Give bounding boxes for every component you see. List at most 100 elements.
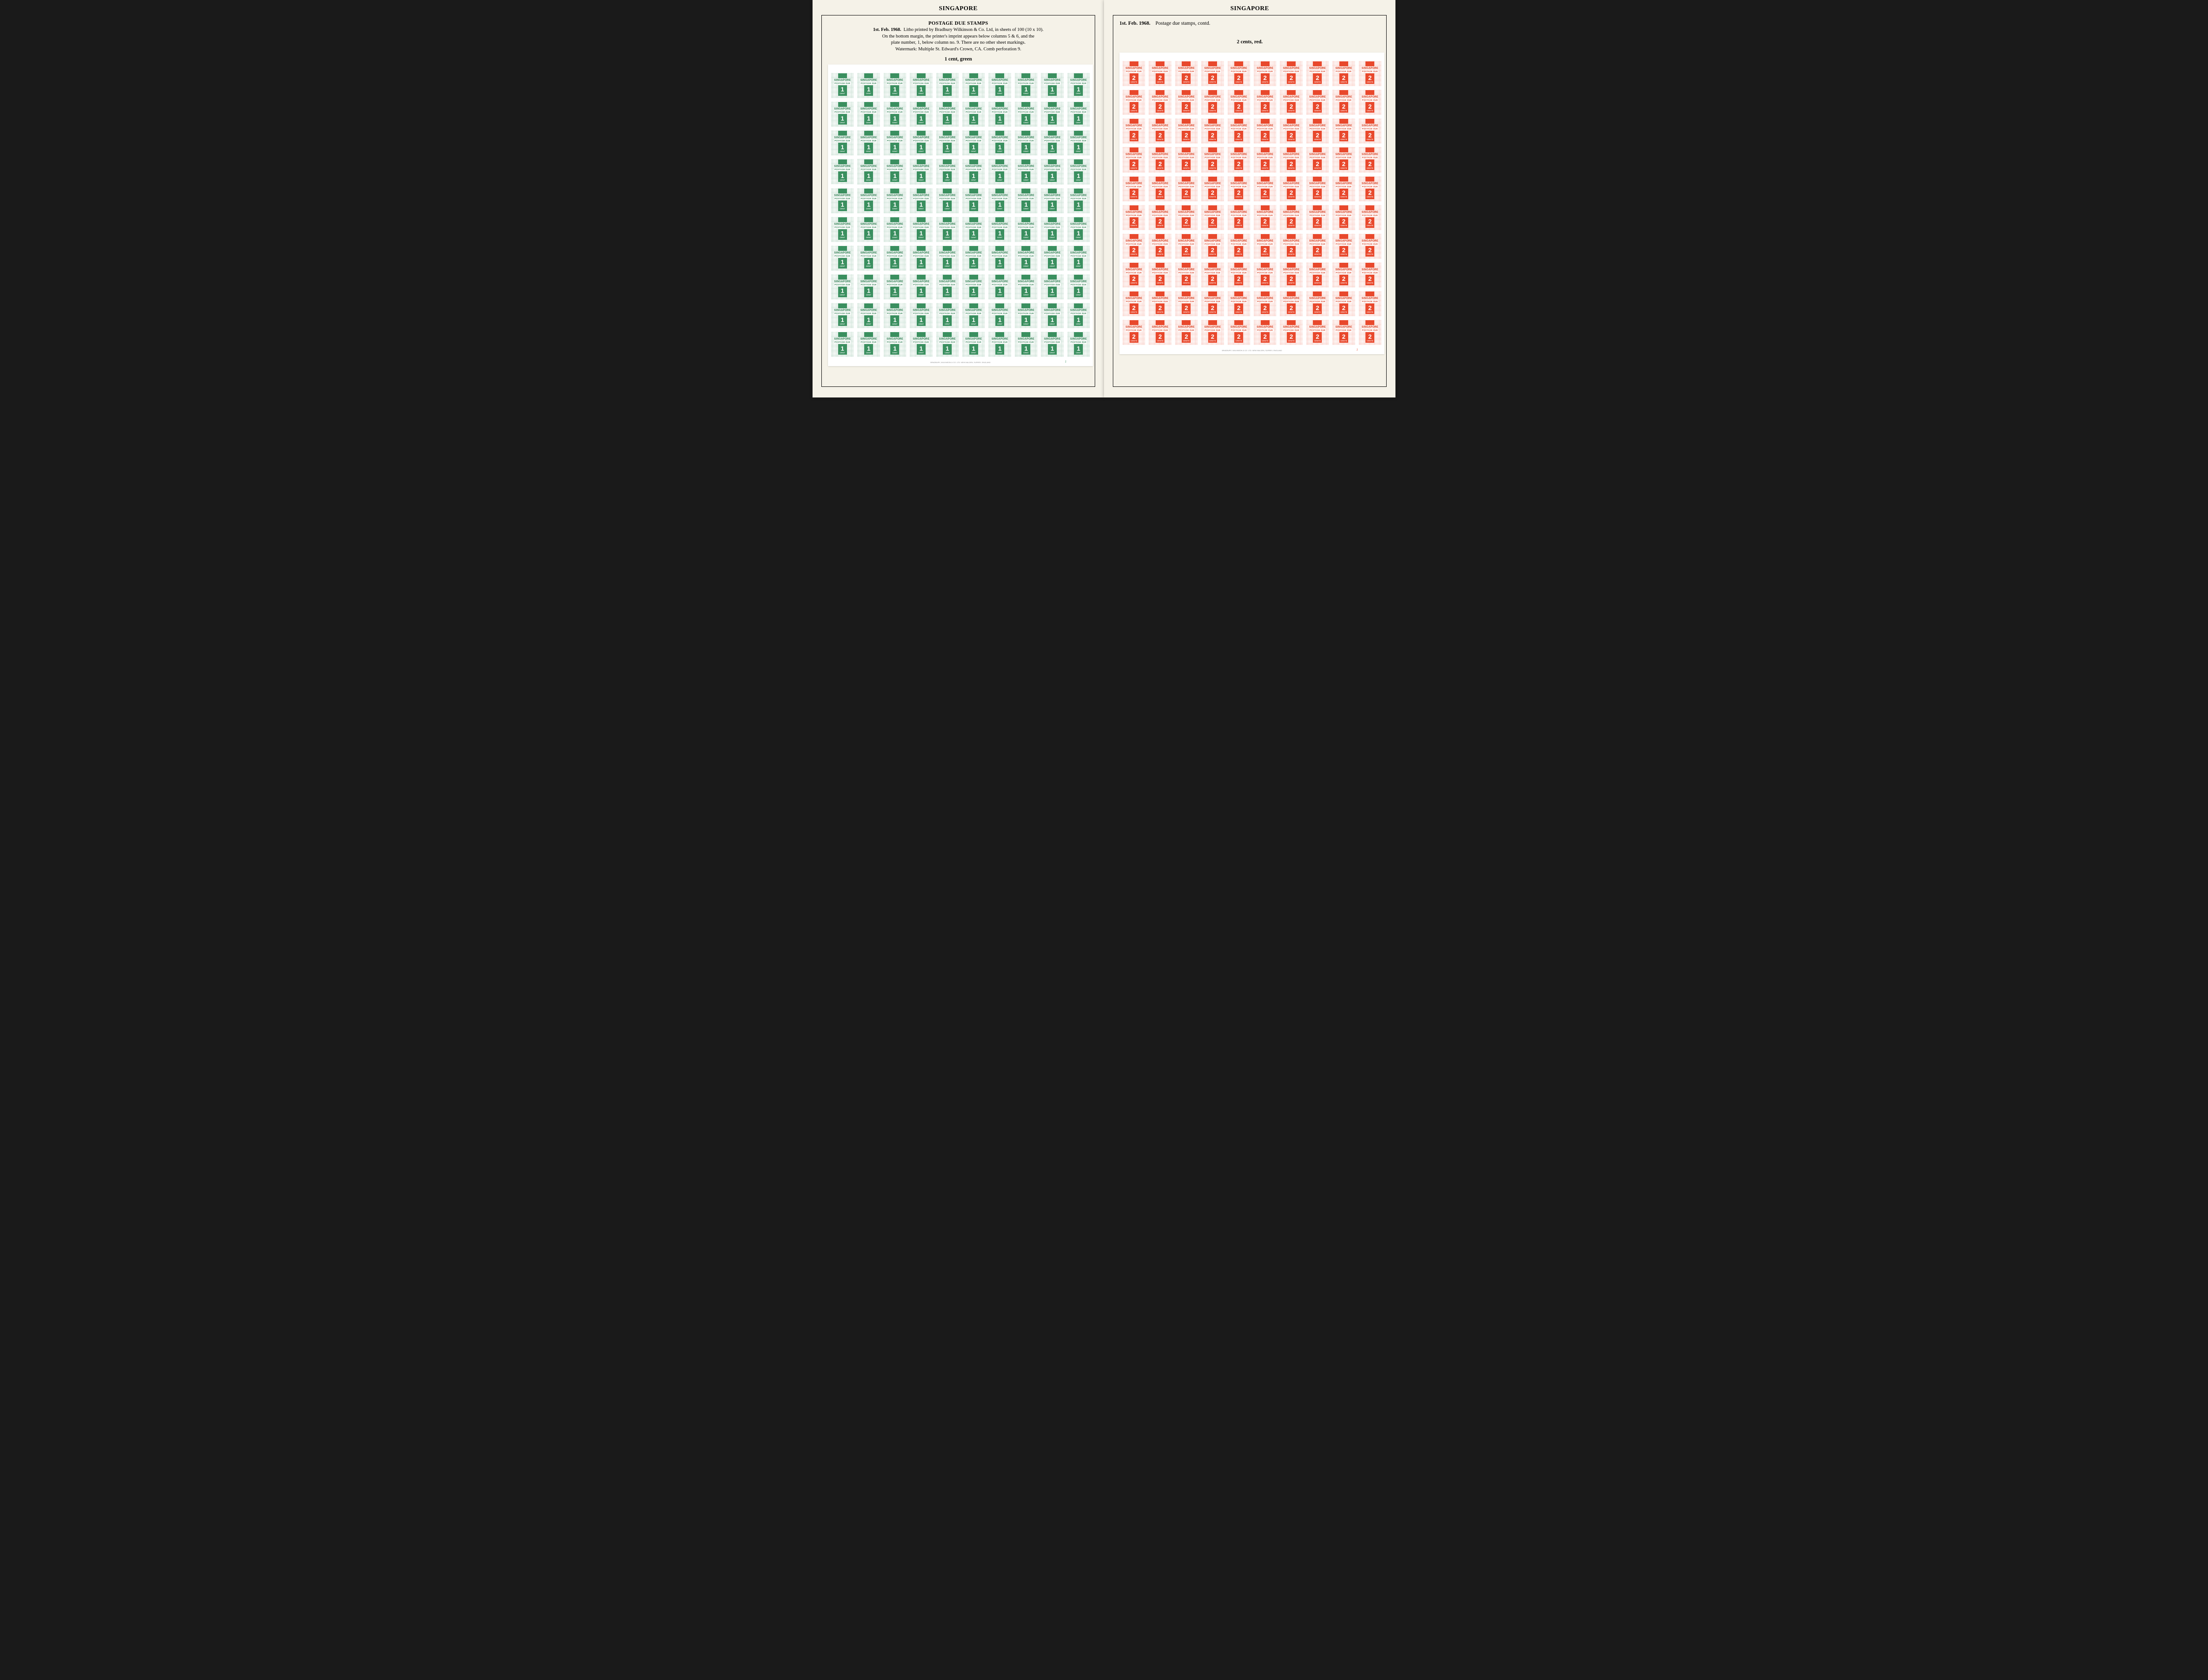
stamp-top-square	[1208, 119, 1217, 124]
stamp-country: SINGAPORE	[913, 165, 930, 168]
stamp-unit: CENT	[1023, 179, 1028, 181]
stamp-postage-due: POSTAGE DUE	[1126, 128, 1142, 130]
stamp-postage-due: POSTAGE DUE	[965, 168, 982, 170]
stamp: SINGAPOREPOSTAGE DUE2CENTS	[1147, 204, 1172, 231]
stamp-value: 2	[1185, 75, 1188, 81]
stamp-top-square	[1234, 90, 1243, 95]
stamp-value-box: 2CENTS	[1287, 303, 1296, 314]
stamp-unit: CENT	[997, 93, 1002, 95]
stamp-top-square	[1365, 291, 1374, 296]
stamp-value: 2	[1263, 276, 1267, 282]
stamp-value: 2	[1158, 218, 1162, 224]
stamp-country: SINGAPORE	[965, 79, 982, 82]
stamp-value-box: 2CENTS	[1287, 189, 1296, 199]
stamp-country: SINGAPORE	[939, 194, 956, 197]
stamp-country: SINGAPORE	[1178, 326, 1195, 329]
stamp-value: 2	[1289, 189, 1293, 196]
stamp-top-square	[864, 332, 873, 337]
stamp-value-box: 1CENT	[838, 258, 847, 269]
stamp-country: SINGAPORE	[991, 165, 1008, 168]
stamp-unit: CENTS	[1183, 311, 1190, 313]
stamp-country: SINGAPORE	[1126, 269, 1142, 271]
stamp-unit: CENTS	[1314, 196, 1321, 198]
stamp-postage-due: POSTAGE DUE	[1204, 70, 1221, 72]
stamp-country: SINGAPORE	[1257, 153, 1274, 156]
stamp: SINGAPOREPOSTAGE DUE2CENTS	[1121, 60, 1146, 87]
stamp-postage-due: POSTAGE DUE	[1018, 140, 1035, 142]
stamp-country: SINGAPORE	[939, 280, 956, 283]
stamp-country: SINGAPORE	[965, 223, 982, 226]
stamp-value-box: 2CENTS	[1313, 131, 1322, 141]
stamp-postage-due: POSTAGE DUE	[1018, 284, 1035, 286]
stamp: SINGAPOREPOSTAGE DUE1CENT	[882, 72, 907, 99]
stamp-postage-due: POSTAGE DUE	[887, 226, 904, 228]
stamp-unit: CENT	[1023, 294, 1028, 296]
stamp: SINGAPOREPOSTAGE DUE2CENTS	[1147, 60, 1172, 87]
stamp: SINGAPOREPOSTAGE DUE2CENTS	[1331, 175, 1356, 203]
stamp-value-box: 1CENT	[1021, 315, 1030, 326]
stamp-value-box: 1CENT	[943, 143, 952, 153]
stamp-top-square	[943, 131, 952, 136]
stamp-postage-due: POSTAGE DUE	[913, 312, 930, 314]
stamp-unit: CENTS	[1314, 311, 1321, 313]
stamp: SINGAPOREPOSTAGE DUE2CENTS	[1331, 146, 1356, 174]
stamp: SINGAPOREPOSTAGE DUE1CENT	[830, 330, 855, 358]
stamp-value: 2	[1185, 103, 1188, 110]
stamp-top-square	[969, 332, 978, 337]
stamp-unit: CENT	[945, 179, 950, 181]
stamp-value: 2	[1185, 132, 1188, 138]
stamp-country: SINGAPORE	[1361, 297, 1378, 300]
stamp-unit: CENT	[1023, 265, 1028, 267]
stamp-value: 2	[1237, 189, 1240, 196]
stamp-unit: CENT	[840, 294, 845, 296]
stamp-value: 2	[1211, 305, 1214, 311]
stamp-top-square	[1130, 205, 1138, 210]
stamp-country: SINGAPORE	[1018, 79, 1035, 82]
stamp-top-square	[890, 102, 899, 107]
stamp-value-box: 1CENT	[917, 229, 926, 240]
stamp-unit: CENT	[971, 179, 976, 181]
stamp: SINGAPOREPOSTAGE DUE2CENTS	[1278, 146, 1304, 174]
stamp-postage-due: POSTAGE DUE	[1178, 128, 1195, 130]
stamp-value-box: 2CENTS	[1234, 332, 1243, 343]
stamp-unit: CENT	[971, 352, 976, 354]
stamp-value: 2	[1158, 247, 1162, 253]
stamp-top-square	[864, 102, 873, 107]
stamp-value-box: 1CENT	[864, 171, 873, 182]
stamp-value-box: 2CENTS	[1208, 275, 1217, 285]
stamp-value: 1	[998, 201, 1002, 208]
stamp-value-box: 1CENT	[995, 287, 1004, 297]
stamp-country: SINGAPORE	[1361, 153, 1378, 156]
stamp-value-box: 1CENT	[1048, 315, 1057, 326]
stamp-country: SINGAPORE	[991, 309, 1008, 312]
stamp-unit: CENTS	[1236, 340, 1242, 342]
stamp-top-square	[943, 73, 952, 78]
stamp-value: 2	[1316, 132, 1320, 138]
stamp-top-square	[1048, 303, 1057, 308]
stamp-country: SINGAPORE	[1283, 67, 1300, 70]
stamp-unit: CENTS	[1209, 254, 1216, 255]
stamp-value-box: 2CENTS	[1365, 275, 1374, 285]
stamp-value: 1	[1025, 144, 1028, 150]
stamp-postage-due: POSTAGE DUE	[1361, 128, 1378, 130]
stamp: SINGAPOREPOSTAGE DUE1CENT	[1040, 187, 1065, 215]
stamp-value: 1	[867, 230, 870, 236]
stamp-value: 1	[893, 144, 897, 150]
stamp-unit: CENTS	[1262, 167, 1268, 169]
stamp-unit: CENTS	[1130, 311, 1137, 313]
stamp-postage-due: POSTAGE DUE	[1283, 300, 1300, 303]
stamp: SINGAPOREPOSTAGE DUE2CENTS	[1174, 290, 1199, 318]
stamp-top-square	[995, 246, 1004, 251]
stamp-value-box: 1CENT	[864, 114, 873, 125]
stamp-top-square	[1156, 263, 1164, 268]
stamp-top-square	[1339, 90, 1348, 95]
stamp-top-square	[890, 189, 899, 193]
stamp-sheet-1c-green: SINGAPOREPOSTAGE DUE1CENTSINGAPOREPOSTAG…	[828, 64, 1093, 366]
stamp-value: 2	[1316, 161, 1320, 167]
stamp-value-box: 2CENTS	[1208, 159, 1217, 170]
stamp-unit: CENT	[1023, 208, 1028, 210]
stamp-unit: CENTS	[1288, 167, 1295, 169]
stamp: SINGAPOREPOSTAGE DUE1CENT	[987, 100, 1012, 128]
stamp-top-square	[1130, 148, 1138, 152]
stamp: SINGAPOREPOSTAGE DUE1CENT	[830, 273, 855, 301]
